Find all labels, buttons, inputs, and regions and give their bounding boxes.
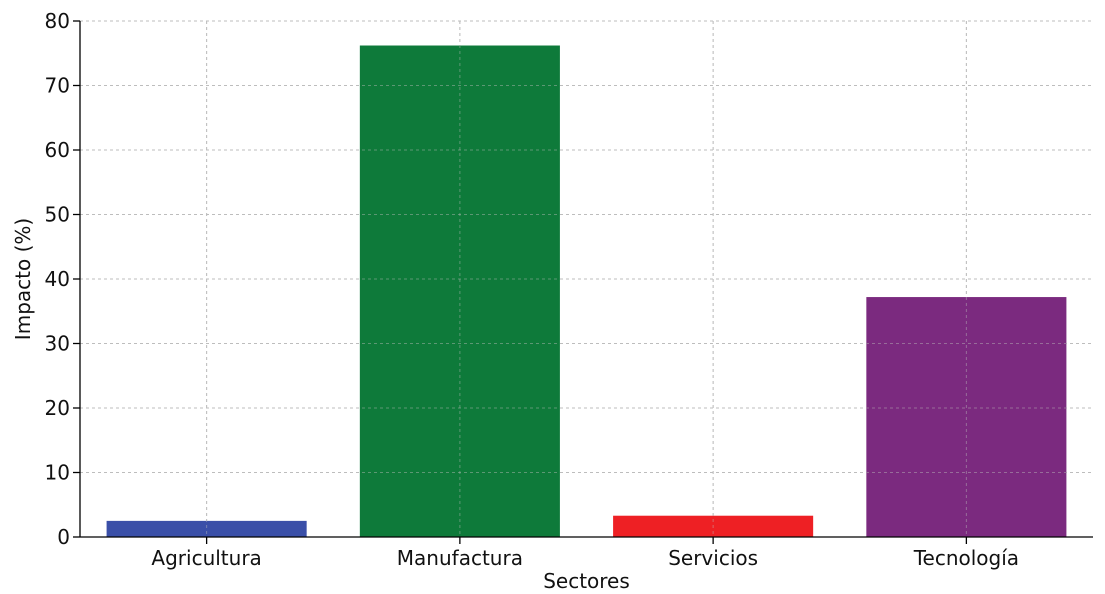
bar xyxy=(107,521,307,537)
y-tick-label: 30 xyxy=(45,332,70,356)
y-tick-label: 50 xyxy=(45,203,70,227)
y-tick-label: 60 xyxy=(45,138,70,162)
y-tick-layer: 0 10 20 30 40 50 60 70 80 xyxy=(45,9,80,549)
y-tick-label: 70 xyxy=(45,74,70,98)
y-axis-label: Impacto (%) xyxy=(11,218,35,340)
x-tick-layer: Agricultura Manufactura Servicios Tecnologí… xyxy=(151,537,1019,570)
y-tick-label: 40 xyxy=(45,267,70,291)
x-tick-label: Servicios xyxy=(668,546,758,570)
bar-layer xyxy=(80,21,1093,537)
x-tick-label: Manufactura xyxy=(397,546,523,570)
x-axis-label: Sectores xyxy=(543,569,630,593)
y-tick-label: 80 xyxy=(45,9,70,33)
x-tick-label: Tecnología xyxy=(913,546,1019,570)
y-tick-label: 0 xyxy=(57,525,70,549)
y-tick-label: 20 xyxy=(45,396,70,420)
y-tick-label: 10 xyxy=(45,461,70,485)
x-tick-label: Agricultura xyxy=(151,546,261,570)
